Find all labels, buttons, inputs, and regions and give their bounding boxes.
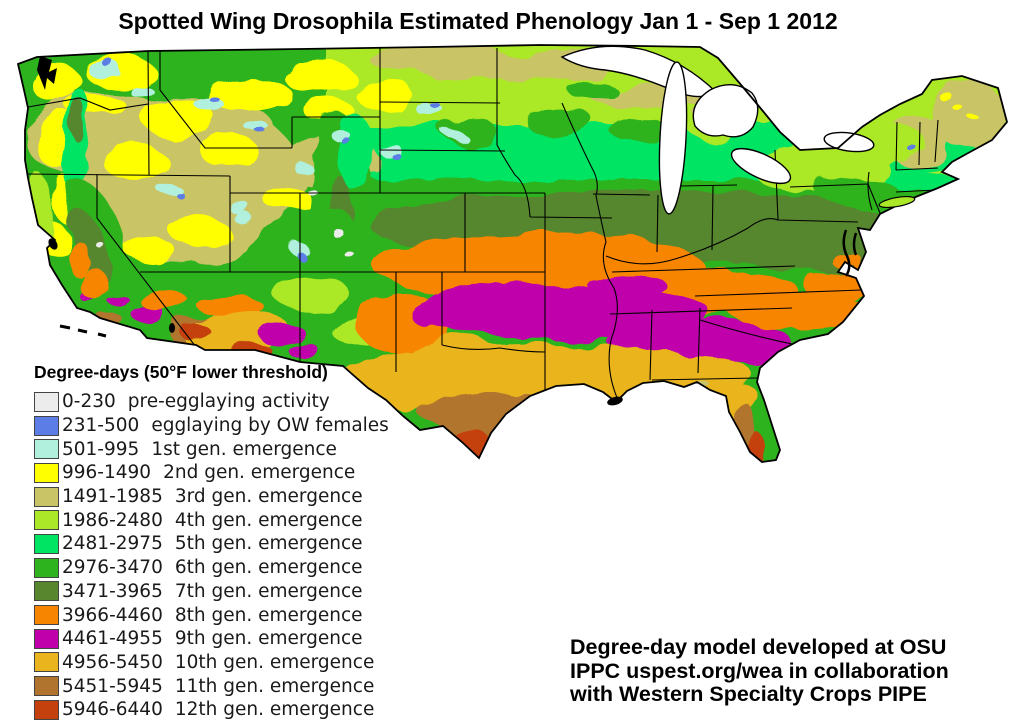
legend-row: 2976-3470 6th gen. emergence [34, 556, 454, 580]
legend-swatch [34, 510, 59, 531]
legend-swatch [34, 699, 59, 720]
legend-range: 1491-1985 [62, 486, 163, 508]
legend-swatch [34, 439, 59, 460]
legend-label: 12th gen. emergence [174, 699, 375, 721]
legend-label: 6th gen. emergence [174, 557, 363, 579]
legend-label: 11th gen. emergence [174, 675, 375, 697]
legend-range: 3966-4460 [62, 604, 163, 626]
legend-label: 1st gen. emergence [151, 438, 337, 460]
water-accents [37, 56, 916, 406]
legend-row: 5451-5945 11th gen. emergence [34, 674, 454, 698]
attribution: Degree-day model developed at OSU IPPC u… [570, 635, 949, 707]
legend-swatch [34, 391, 59, 412]
legend-row: 4461-4955 9th gen. emergence [34, 627, 454, 651]
legend-label: egglaying by OW females [151, 415, 389, 437]
legend-range: 231-500 [62, 415, 140, 437]
sf-bay [48, 238, 58, 250]
map-legend: Degree-days (50°F lower threshold) 0-230… [34, 362, 454, 722]
legend-row: 3966-4460 8th gen. emergence [34, 603, 454, 627]
legend-row: 231-500 egglaying by OW females [34, 414, 454, 438]
legend-label: 5th gen. emergence [174, 533, 363, 555]
salton-sea [169, 323, 175, 333]
legend-swatch [34, 533, 59, 554]
great-lakes [560, 45, 875, 215]
legend-label: 8th gen. emergence [174, 604, 363, 626]
legend-swatch [34, 605, 59, 626]
legend-label: pre-egglaying activity [127, 391, 330, 413]
legend-label: 4th gen. emergence [174, 509, 363, 531]
lake-erie [730, 147, 792, 185]
attribution-line-3: with Western Specialty Crops PIPE [570, 682, 927, 707]
legend-row: 4956-5450 10th gen. emergence [34, 651, 454, 675]
legend-row: 1491-1985 3rd gen. emergence [34, 485, 454, 509]
legend-range: 4461-4955 [62, 628, 163, 650]
legend-swatch [34, 652, 59, 673]
state-borders [24, 48, 939, 401]
lake-michigan [658, 61, 688, 215]
legend-entries: 0-230 pre-egglaying activity 231-500 egg… [34, 390, 454, 722]
legend-range: 501-995 [62, 438, 140, 460]
legend-label: 2nd gen. emergence [163, 462, 356, 484]
legend-range: 5451-5945 [62, 675, 163, 697]
legend-label: 3rd gen. emergence [174, 486, 363, 508]
legend-swatch [34, 676, 59, 697]
legend-label: 10th gen. emergence [174, 651, 375, 673]
legend-row: 0-230 pre-egglaying activity [34, 390, 454, 414]
legend-swatch [34, 628, 59, 649]
legend-range: 1986-2480 [62, 509, 163, 531]
legend-swatch [34, 486, 59, 507]
us-outline [16, 44, 1008, 463]
lake-ontario [823, 131, 875, 153]
legend-range: 0-230 [62, 391, 116, 413]
attribution-line-2: IPPC uspest.org/wea in collaboration [570, 658, 949, 683]
legend-range: 2976-3470 [62, 557, 163, 579]
puget-sound [37, 56, 57, 90]
chesapeake-bay [842, 229, 858, 277]
legend-swatch [34, 462, 59, 483]
legend-title: Degree-days (50°F lower threshold) [34, 362, 328, 382]
legend-row: 3471-3965 7th gen. emergence [34, 580, 454, 604]
legend-swatch [34, 415, 59, 436]
legend-row: 1986-2480 4th gen. emergence [34, 508, 454, 532]
channel-islands [59, 324, 107, 338]
legend-range: 5946-6440 [62, 699, 163, 721]
legend-range: 996-1490 [62, 462, 152, 484]
mississippi-delta [607, 396, 623, 406]
legend-range: 2481-2975 [62, 533, 163, 555]
page-title: Spotted Wing Drosophila Estimated Phenol… [118, 8, 838, 34]
legend-range: 3471-3965 [62, 580, 163, 602]
legend-range: 4956-5450 [62, 651, 163, 673]
legend-label: 9th gen. emergence [174, 628, 363, 650]
legend-row: 2481-2975 5th gen. emergence [34, 532, 454, 556]
attribution-line-1: Degree-day model developed at OSU [570, 635, 947, 659]
legend-label: 7th gen. emergence [174, 580, 363, 602]
legend-swatch [34, 581, 59, 602]
legend-row: 5946-6440 12th gen. emergence [34, 698, 454, 722]
lake-huron [692, 84, 759, 138]
long-island [878, 195, 916, 209]
legend-row: 501-995 1st gen. emergence [34, 437, 454, 461]
legend-row: 996-1490 2nd gen. emergence [34, 461, 454, 485]
legend-swatch [34, 557, 59, 578]
